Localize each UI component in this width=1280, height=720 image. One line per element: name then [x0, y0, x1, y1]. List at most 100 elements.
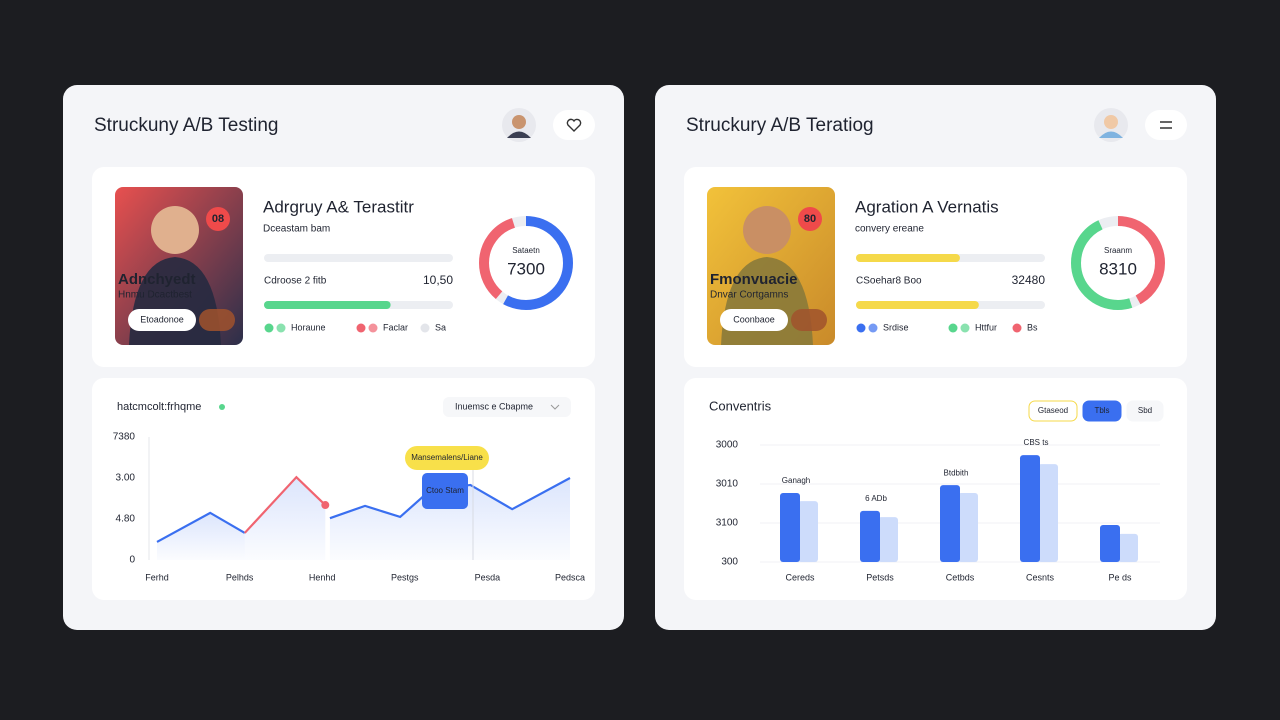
- card-heading: Adrgruy A& Terastitr: [263, 197, 414, 216]
- panel-title: Struckuny A/B Testing: [94, 115, 278, 136]
- donut-value: 7300: [507, 259, 545, 278]
- bar-group-label: Ganagh: [782, 476, 810, 485]
- line-series: [243, 475, 327, 534]
- progress-fill: [856, 254, 960, 262]
- image-chip: [791, 309, 827, 331]
- card-heading: Agration A Vernatis: [855, 197, 999, 216]
- x-tick-label: Pestgs: [391, 572, 419, 582]
- bar: [1118, 533, 1138, 562]
- y-tick-label: 4.80: [116, 514, 136, 525]
- avatar-body: [1099, 131, 1123, 138]
- line-area: [244, 477, 326, 560]
- bar: [780, 492, 800, 562]
- donut-label: Sraanm: [1104, 246, 1132, 255]
- image-button[interactable]: [128, 309, 196, 331]
- card-subtitle: convery ereane: [855, 224, 924, 235]
- bar: [1100, 524, 1120, 562]
- x-tick-label: Ferhd: [145, 572, 169, 582]
- line-point: [321, 501, 330, 510]
- bar: [878, 517, 898, 562]
- heart-icon: [566, 118, 582, 132]
- legend-label: Horaune: [291, 322, 326, 332]
- dropdown-arrow: [550, 404, 560, 410]
- dropdown-text: Inuemsc e Cbapme: [455, 401, 533, 411]
- dropdown[interactable]: [443, 397, 571, 417]
- legend-dot: [368, 323, 378, 333]
- bar: [958, 492, 978, 562]
- legend-label: Httfur: [975, 322, 997, 332]
- legend-dot: [1012, 323, 1022, 333]
- x-tick-label: Pelhds: [226, 572, 254, 582]
- image-sublabel: Hnmu Dcactbest: [118, 290, 192, 301]
- y-tick-label: 3100: [716, 518, 739, 529]
- legend-dot: [264, 323, 274, 333]
- line-area: [157, 512, 245, 560]
- filter-button-text: Sbd: [1138, 406, 1152, 415]
- x-tick-label: Petsds: [866, 572, 894, 582]
- bar-group-label: CBS ts: [1024, 438, 1049, 447]
- filter-button-text: Tbls: [1094, 406, 1109, 415]
- legend-label: Srdise: [883, 322, 909, 332]
- donut-segment: [479, 216, 573, 310]
- bar: [1038, 464, 1058, 562]
- progress-value: 32480: [1012, 273, 1046, 287]
- y-tick-label: 7380: [113, 432, 136, 443]
- legend-dot: [356, 323, 366, 333]
- y-tick-label: 300: [721, 557, 738, 568]
- line-area: [329, 478, 570, 560]
- donut-value: 8310: [1099, 259, 1137, 278]
- image-label: Adnchyedt: [118, 271, 196, 288]
- avatar-face: [512, 115, 526, 129]
- avatar-body: [507, 131, 531, 138]
- x-tick-label: Cereds: [785, 572, 815, 582]
- progress-label: CSoehar8 Boo: [856, 276, 922, 287]
- filter-button[interactable]: [1082, 400, 1122, 422]
- y-tick-label: 3000: [716, 440, 739, 451]
- progress-label: Cdroose 2 fitb: [264, 276, 327, 287]
- legend-dot: [420, 323, 430, 333]
- filter-button[interactable]: [1126, 400, 1164, 422]
- bar: [860, 510, 880, 562]
- image-badge-text: 08: [212, 213, 224, 225]
- icon-button[interactable]: [1145, 110, 1187, 140]
- image-badge: [798, 207, 822, 231]
- x-tick-label: Henhd: [309, 572, 336, 582]
- legend-dot: [856, 323, 866, 333]
- y-tick-label: 0: [129, 555, 135, 566]
- image-chip: [199, 309, 235, 331]
- image-button-text: Etoadonoe: [140, 314, 184, 324]
- filter-button-text: Gtaseod: [1038, 406, 1068, 415]
- donut-label: Sataetn: [512, 246, 540, 255]
- icon-button[interactable]: [553, 110, 595, 140]
- legend-label: Faclar: [383, 322, 408, 332]
- progress-fill: [856, 301, 979, 309]
- bar-group-label: Btdbith: [944, 468, 969, 477]
- image-badge-text: 80: [804, 213, 816, 225]
- chart-title: hatcmcolt:frhqme: [117, 401, 201, 413]
- x-tick-label: Pedsca: [555, 572, 585, 582]
- legend-dot: [276, 323, 286, 333]
- image-button[interactable]: [720, 309, 788, 331]
- image-badge: [206, 207, 230, 231]
- x-tick-label: Cetbds: [946, 572, 975, 582]
- y-tick-label: 3.00: [116, 473, 136, 484]
- x-tick-label: Pe ds: [1108, 572, 1132, 582]
- bar: [1020, 455, 1040, 562]
- legend-label: Bs: [1027, 322, 1038, 332]
- avatar-face: [1104, 115, 1118, 129]
- filter-button[interactable]: [1028, 400, 1078, 422]
- x-tick-label: Cesnts: [1026, 572, 1055, 582]
- person-head: [743, 206, 791, 254]
- progress-track: [264, 254, 453, 262]
- image-button-text: Coonbaoe: [733, 314, 775, 324]
- tooltip-text: Mansemalens/Liane: [411, 453, 483, 462]
- tooltip-value: [422, 473, 468, 509]
- bar: [798, 501, 818, 562]
- progress-value: 10,50: [423, 273, 453, 287]
- panel-title: Struckury A/B Teratiog: [686, 115, 874, 136]
- donut-segment: [479, 216, 573, 310]
- bar: [940, 485, 960, 562]
- card-subtitle: Dceastam bam: [263, 224, 330, 235]
- legend-dot: [960, 323, 970, 333]
- x-tick-label: Pesda: [475, 572, 501, 582]
